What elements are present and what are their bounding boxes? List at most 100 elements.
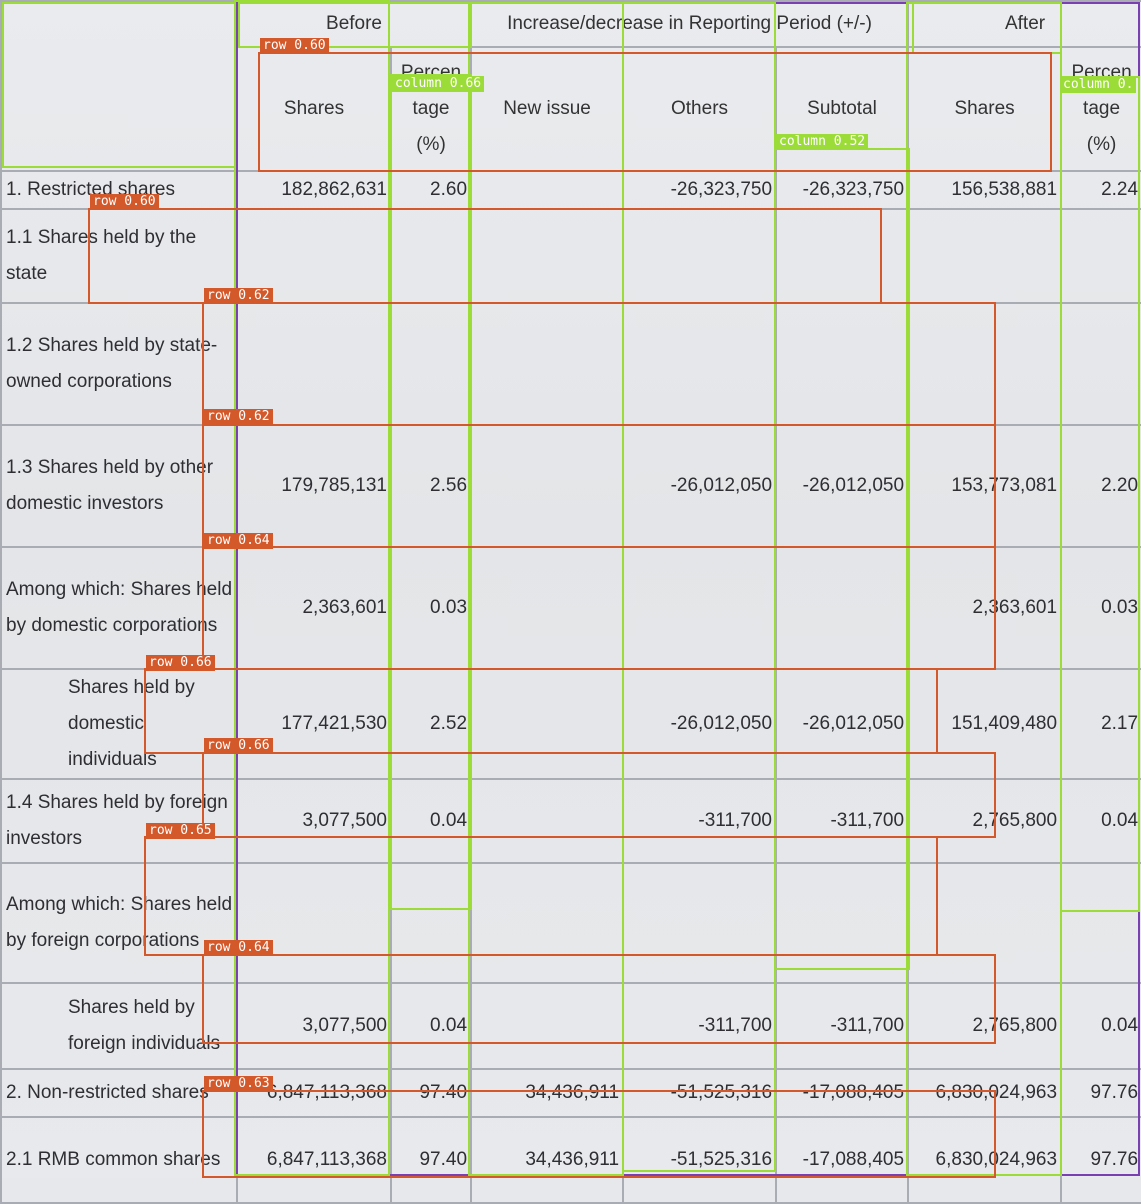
header-change: Increase/decrease in Reporting Period (+… [470, 0, 910, 48]
cell-before-shares: 2,363,601 [236, 546, 392, 670]
row-label: 1.1 Shares held by the state [0, 208, 238, 304]
cell-subtotal: -26,012,050 [775, 668, 910, 780]
cell-after-percentage: 2.20 [1060, 424, 1141, 548]
cell-before-percentage: 97.40 [389, 1068, 473, 1118]
cell-before-percentage: 97.40 [389, 1116, 473, 1204]
cell-others: -311,700 [622, 982, 778, 1070]
row-label: 2. Non-restricted shares [0, 1068, 238, 1118]
cell-subtotal [775, 862, 910, 984]
cell-after-percentage: 2.24 [1060, 170, 1141, 210]
cell-after-percentage [1060, 302, 1141, 426]
cell-before-shares [236, 302, 392, 426]
cell-subtotal [775, 208, 910, 304]
percentage-label-line2: tage [1083, 98, 1121, 119]
cell-after-shares: 2,765,800 [907, 778, 1063, 864]
overlay-row-tag: row 0.64 [204, 940, 273, 956]
header-before-percentage: Percen tage (%) [389, 46, 473, 172]
table-row: Shares held by foreign individuals 3,077,… [0, 982, 1141, 1070]
cell-others: -51,525,316 [622, 1116, 778, 1204]
overlay-row-tag: row 0.65 [146, 823, 215, 839]
cell-new-issue [470, 778, 625, 864]
cell-before-percentage: 2.60 [389, 170, 473, 210]
overlay-row-tag: row 0.64 [204, 533, 273, 549]
table-row: 2.1 RMB common shares 6,847,113,368 97.40 3… [0, 1116, 1141, 1204]
cell-subtotal: -26,012,050 [775, 424, 910, 548]
overlay-column-tag: column 0.52 [776, 134, 869, 150]
table-row: 1.2 Shares held by state-owned corporati… [0, 302, 1141, 426]
cell-others: -51,525,316 [622, 1068, 778, 1118]
cell-new-issue [470, 982, 625, 1070]
cell-others [622, 208, 778, 304]
cell-after-percentage: 97.76 [1060, 1068, 1141, 1118]
table-row: Among which: Shares held by domestic cor… [0, 546, 1141, 670]
cell-before-percentage: 2.52 [389, 668, 473, 780]
overlay-row-tag: row 0.62 [204, 409, 273, 425]
cell-before-shares: 3,077,500 [236, 778, 392, 864]
row-label: 1.4 Shares held by foreign investors [0, 778, 238, 864]
cell-before-shares: 3,077,500 [236, 982, 392, 1070]
cell-new-issue: 34,436,911 [470, 1068, 625, 1118]
cell-subtotal: -311,700 [775, 778, 910, 864]
header-after: After [907, 0, 1141, 48]
cell-others [622, 862, 778, 984]
cell-after-percentage: 2.17 [1060, 668, 1141, 780]
overlay-column-tag: column 0.66 [392, 76, 485, 92]
cell-new-issue [470, 170, 625, 210]
overlay-row-tag: row 0.62 [204, 288, 273, 304]
cell-new-issue [470, 546, 625, 670]
cell-before-percentage: 2.56 [389, 424, 473, 548]
overlay-column-tag: column 0. [1060, 77, 1137, 93]
cell-after-percentage [1060, 208, 1141, 304]
cell-before-percentage: 0.04 [389, 778, 473, 864]
cell-after-shares [907, 862, 1063, 984]
cell-new-issue [470, 424, 625, 548]
overlay-row-tag: row 0.66 [204, 738, 273, 754]
overlay-row-tag: row 0.63 [204, 1076, 273, 1092]
header-new-issue: New issue [470, 46, 625, 172]
percentage-label-line3: (%) [1086, 134, 1117, 155]
cell-others: -26,012,050 [622, 424, 778, 548]
cell-subtotal [775, 302, 910, 426]
percentage-label-line2: tage [412, 98, 450, 119]
cell-before-percentage: 0.04 [389, 982, 473, 1070]
header-after-shares: Shares [907, 46, 1063, 172]
cell-others: -26,012,050 [622, 668, 778, 780]
row-label: 2.1 RMB common shares [0, 1116, 238, 1204]
cell-before-percentage: 0.03 [389, 546, 473, 670]
cell-new-issue [470, 862, 625, 984]
table-row: Among which: Shares held by foreign corp… [0, 862, 1141, 984]
cell-before-shares: 179,785,131 [236, 424, 392, 548]
cell-before-shares: 177,421,530 [236, 668, 392, 780]
overlay-row-tag: row 0.60 [260, 38, 329, 54]
row-label: Shares held by foreign individuals [0, 982, 238, 1070]
table-row: 1.1 Shares held by the state [0, 208, 1141, 304]
cell-after-shares: 156,538,881 [907, 170, 1063, 210]
row-label: Among which: Shares held by domestic cor… [0, 546, 238, 670]
cell-new-issue [470, 668, 625, 780]
cell-after-shares [907, 302, 1063, 426]
header-others: Others [622, 46, 778, 172]
cell-before-shares: 6,847,113,368 [236, 1116, 392, 1204]
cell-new-issue: 34,436,911 [470, 1116, 625, 1204]
cell-after-percentage: 97.76 [1060, 1116, 1141, 1204]
cell-before-percentage [389, 862, 473, 984]
row-label: Among which: Shares held by foreign corp… [0, 862, 238, 984]
table-row: 1. Restricted shares 182,862,631 2.60 -26,3… [0, 170, 1141, 210]
row-label: 1.3 Shares held by other domestic invest… [0, 424, 238, 548]
cell-after-shares: 153,773,081 [907, 424, 1063, 548]
cell-others [622, 546, 778, 670]
row-label: 1.2 Shares held by state-owned corporati… [0, 302, 238, 426]
header-after-percentage: Percen tage (%) [1060, 46, 1141, 172]
row-label: Shares held by domestic individuals [0, 668, 238, 780]
table-row: 1.3 Shares held by other domestic invest… [0, 424, 1141, 548]
header-corner-cell [0, 0, 238, 172]
cell-before-percentage [389, 208, 473, 304]
overlay-row-tag: row 0.66 [146, 655, 215, 671]
cell-before-shares [236, 862, 392, 984]
cell-after-shares: 6,830,024,963 [907, 1068, 1063, 1118]
cell-after-percentage: 0.04 [1060, 982, 1141, 1070]
cell-after-percentage: 0.04 [1060, 778, 1141, 864]
cell-after-shares: 2,363,601 [907, 546, 1063, 670]
